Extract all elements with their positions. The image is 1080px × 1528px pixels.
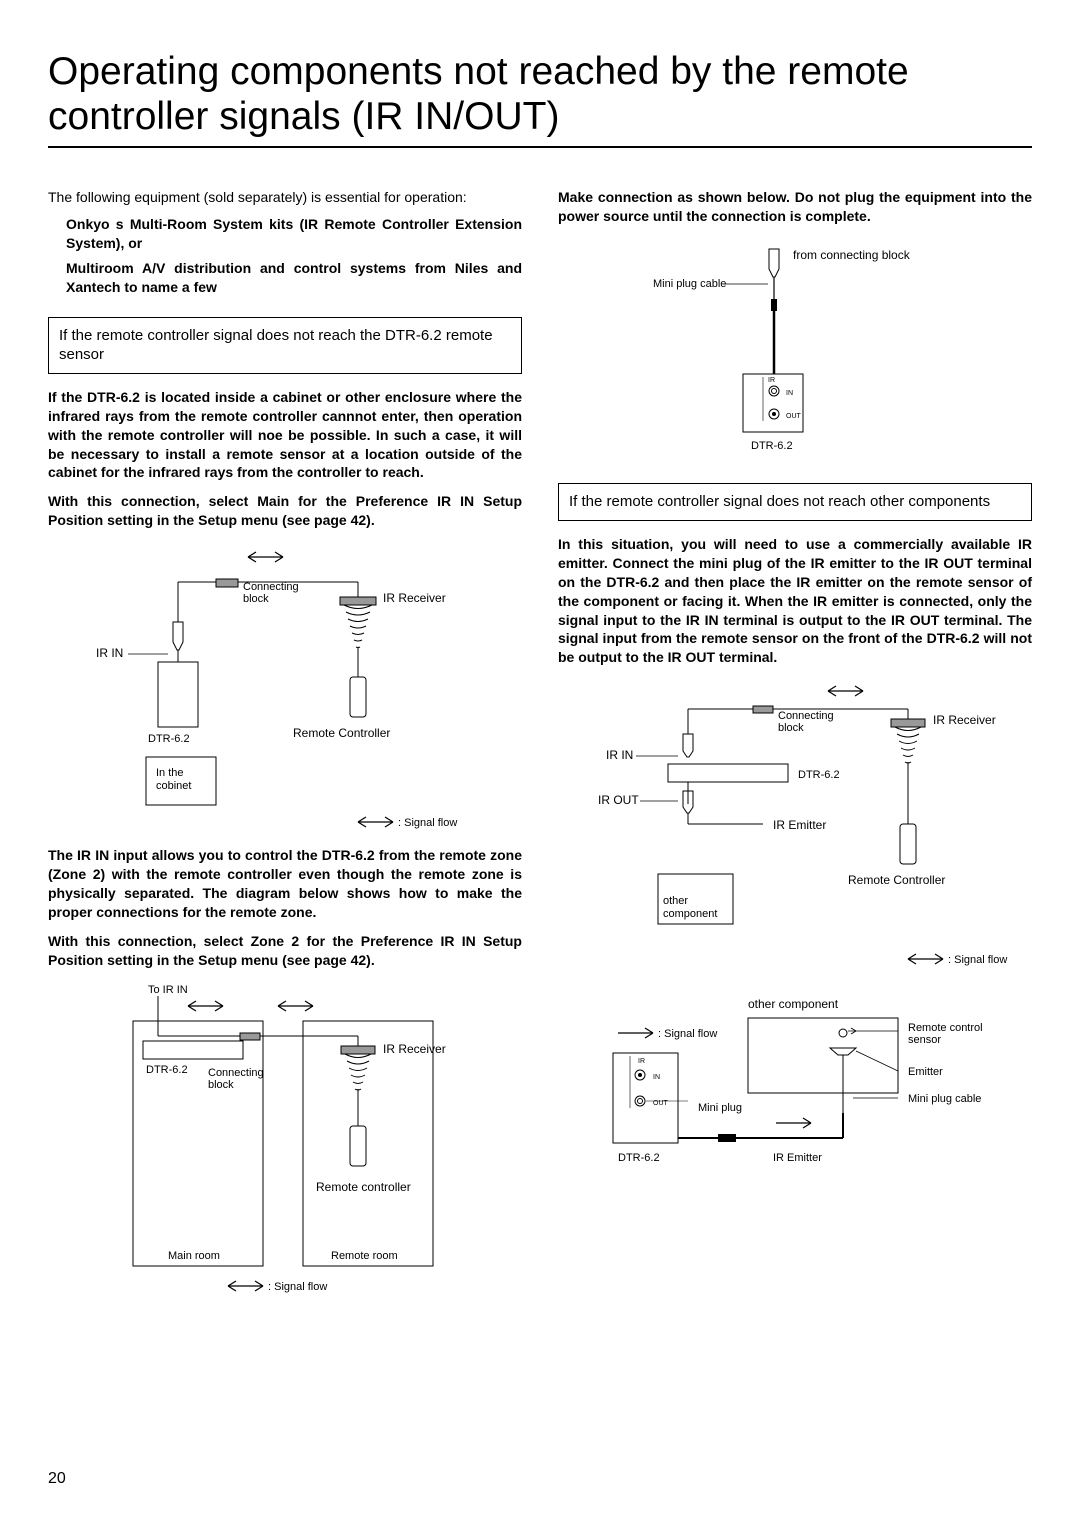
label-remote-room: Remote room	[331, 1250, 398, 1262]
label-dtr62-4: DTR-6.2	[798, 769, 840, 781]
svg-text:block: block	[208, 1079, 234, 1091]
label-signal-flow-4: : Signal flow	[658, 1028, 717, 1040]
label-dtr62-3: DTR-6.2	[751, 440, 793, 452]
diagram-top-right: from connecting block Mini plug cable IR…	[558, 239, 1032, 469]
para-1: If the DTR-6.2 is located inside a cabin…	[48, 388, 522, 482]
section-box-2: If the remote controller signal does not…	[558, 483, 1032, 521]
label-ir-out: IR OUT	[598, 793, 639, 807]
page-number: 20	[48, 1470, 66, 1488]
bullet-item: Multiroom A/V distribution and control s…	[66, 259, 522, 297]
svg-text:component: component	[663, 908, 717, 920]
label-ir-receiver-2: IR Receiver	[383, 1042, 446, 1056]
label-mini-plug-cable-2: Mini plug cable	[908, 1093, 981, 1105]
label-ir-in: IR IN	[96, 646, 123, 660]
svg-text:OUT: OUT	[786, 413, 802, 420]
label-emitter: Emitter	[908, 1066, 943, 1078]
label-other-component: other	[663, 895, 688, 907]
label-connecting-block: Connecting	[243, 581, 299, 593]
svg-text:cobinet: cobinet	[156, 780, 191, 792]
svg-text:IR: IR	[638, 1058, 645, 1065]
right-top-para: Make connection as shown below. Do not p…	[558, 188, 1032, 226]
bullet-list: Onkyo s Multi-Room System kits (IR Remot…	[48, 215, 522, 297]
label-remote-controller: Remote Controller	[293, 726, 390, 740]
label-ir-emitter: IR Emitter	[773, 818, 826, 832]
label-other-component-2: other component	[748, 997, 839, 1011]
label-dtr62-2: DTR-6.2	[146, 1064, 188, 1076]
intro-text: The following equipment (sold separately…	[48, 188, 522, 208]
right-para: In this situation, you will need to use …	[558, 535, 1032, 667]
bullet-item: Onkyo s Multi-Room System kits (IR Remot…	[66, 215, 522, 253]
diagram-bottom-right: other component : Signal flow Remote con…	[558, 993, 1032, 1193]
label-mini-plug-cable: Mini plug cable	[653, 278, 726, 290]
label-signal-flow-3: : Signal flow	[948, 954, 1007, 966]
svg-text:sensor: sensor	[908, 1034, 941, 1046]
label-signal-flow-2: : Signal flow	[268, 1281, 327, 1293]
diagram-1: Connecting block IR IN DTR-6.2 IR Receiv…	[48, 542, 522, 832]
label-remote-controller-3: Remote Controller	[848, 873, 945, 887]
svg-text:block: block	[243, 593, 269, 605]
left-column: The following equipment (sold separately…	[48, 188, 522, 1316]
content-columns: The following equipment (sold separately…	[48, 188, 1032, 1316]
label-main-room: Main room	[168, 1250, 220, 1262]
label-signal-flow: : Signal flow	[398, 817, 457, 829]
para-3: The IR IN input allows you to control th…	[48, 846, 522, 922]
section-box-1: If the remote controller signal does not…	[48, 317, 522, 374]
label-to-ir-in: To IR IN	[148, 984, 188, 996]
label-in-cabinet: In the	[156, 767, 184, 779]
label-dtr62: DTR-6.2	[148, 733, 190, 745]
label-dtr62-5: DTR-6.2	[618, 1152, 660, 1164]
label-remote-control-sensor: Remote control	[908, 1022, 983, 1034]
para-4: With this connection, select Zone 2 for …	[48, 932, 522, 970]
label-mini-plug: Mini plug	[698, 1102, 742, 1114]
label-ir-in-2: IR IN	[606, 748, 633, 762]
svg-text:block: block	[778, 722, 804, 734]
para-2: With this connection, select Main for th…	[48, 492, 522, 530]
label-connecting-block-2: Connecting	[208, 1067, 264, 1079]
diagram-mid-right: Connecting block IR IN DTR-6.2 IR OUT IR…	[558, 679, 1032, 979]
label-remote-controller-2: Remote controller	[316, 1180, 411, 1194]
right-column: Make connection as shown below. Do not p…	[558, 188, 1032, 1316]
label-ir: IR	[768, 377, 775, 384]
svg-text:IN: IN	[653, 1074, 660, 1081]
label-connecting-block-3: Connecting	[778, 710, 834, 722]
label-ir-emitter-2: IR Emitter	[773, 1152, 822, 1164]
label-ir-receiver: IR Receiver	[383, 591, 446, 605]
page-title: Operating components not reached by the …	[48, 50, 1032, 148]
diagram-2: To IR IN Connecting block DTR-6.2	[48, 981, 522, 1301]
label-from-connecting-block: from connecting block	[793, 248, 911, 262]
svg-text:IN: IN	[786, 390, 793, 397]
label-ir-receiver-3: IR Receiver	[933, 713, 996, 727]
